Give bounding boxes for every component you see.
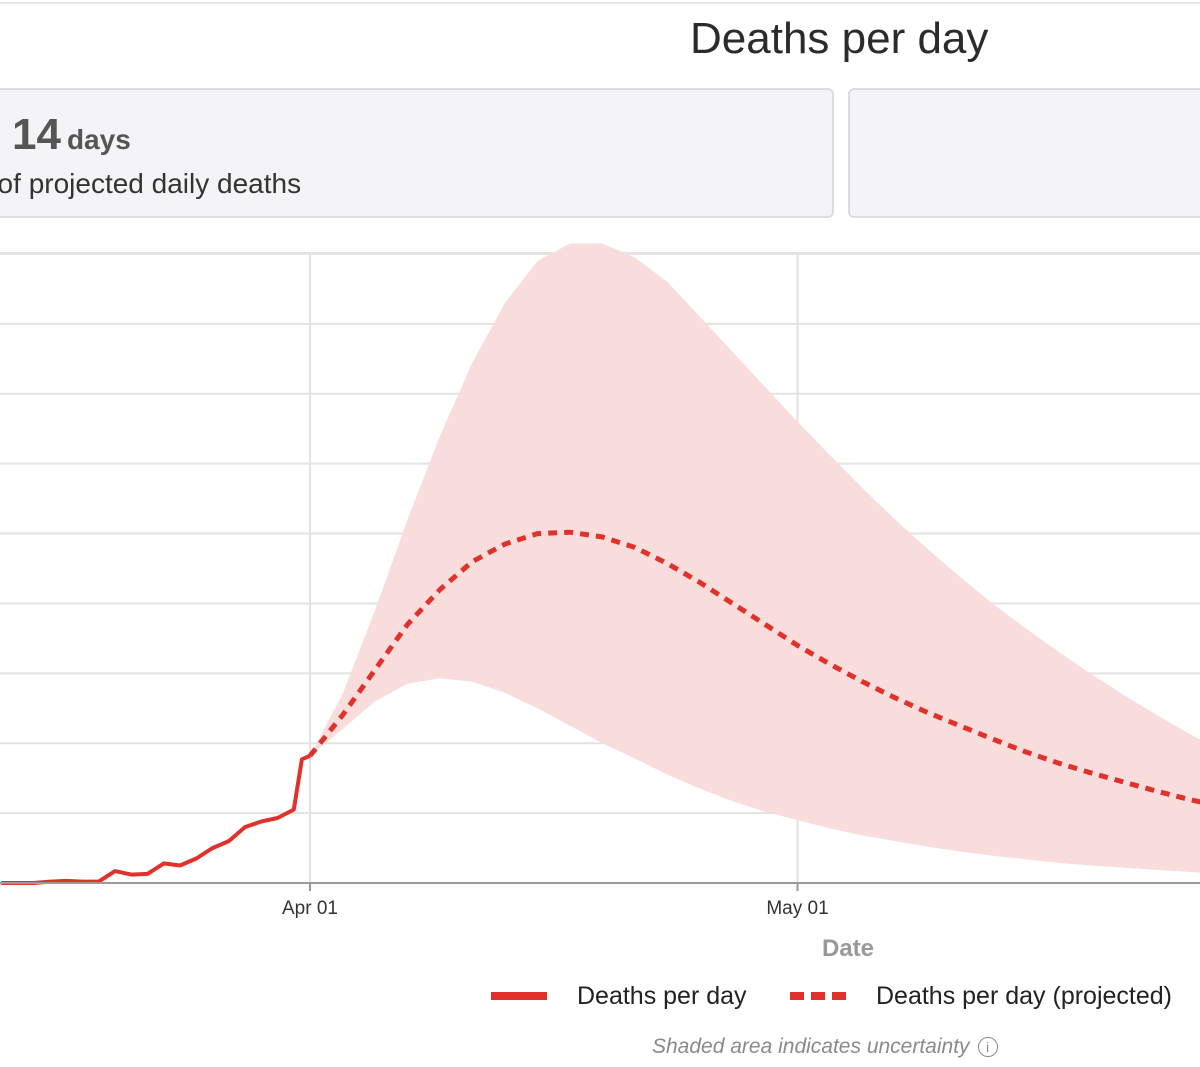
legend-swatch-dashed bbox=[790, 992, 846, 1000]
uncertainty-band bbox=[310, 243, 1200, 873]
legend-swatch-solid bbox=[491, 992, 547, 1000]
x-axis: Apr 01 May 01 bbox=[0, 882, 1200, 919]
x-axis-title: Date bbox=[822, 935, 874, 962]
legend-item-actual[interactable]: Deaths per day bbox=[491, 978, 747, 1014]
legend-label-actual: Deaths per day bbox=[577, 981, 747, 1010]
uncertainty-band-layer bbox=[310, 243, 1200, 873]
x-tick-label: Apr 01 bbox=[282, 898, 338, 919]
page-title: Deaths per day bbox=[690, 14, 989, 63]
secondary-card bbox=[848, 88, 1200, 218]
summary-value: 14 days bbox=[12, 110, 131, 160]
projected-deaths-line bbox=[308, 529, 1200, 805]
actual-deaths-line bbox=[1, 753, 311, 885]
summary-number: 14 bbox=[12, 110, 61, 159]
x-tick-label: May 01 bbox=[766, 898, 828, 919]
uncertainty-note-text: Shaded area indicates uncertainty bbox=[652, 1035, 970, 1058]
summary-unit: days bbox=[66, 124, 131, 155]
legend-label-projected: Deaths per day (projected) bbox=[876, 981, 1172, 1010]
uncertainty-note: Shaded area indicates uncertainty i bbox=[652, 1035, 998, 1059]
summary-description: t of projected daily deaths bbox=[0, 168, 302, 199]
top-divider bbox=[0, 2, 1200, 4]
series-layer bbox=[1, 529, 1200, 885]
summary-card: 14 days t of projected daily deaths bbox=[0, 88, 834, 218]
legend-item-projected[interactable]: Deaths per day (projected) bbox=[790, 978, 1172, 1014]
info-icon[interactable]: i bbox=[977, 1037, 998, 1057]
